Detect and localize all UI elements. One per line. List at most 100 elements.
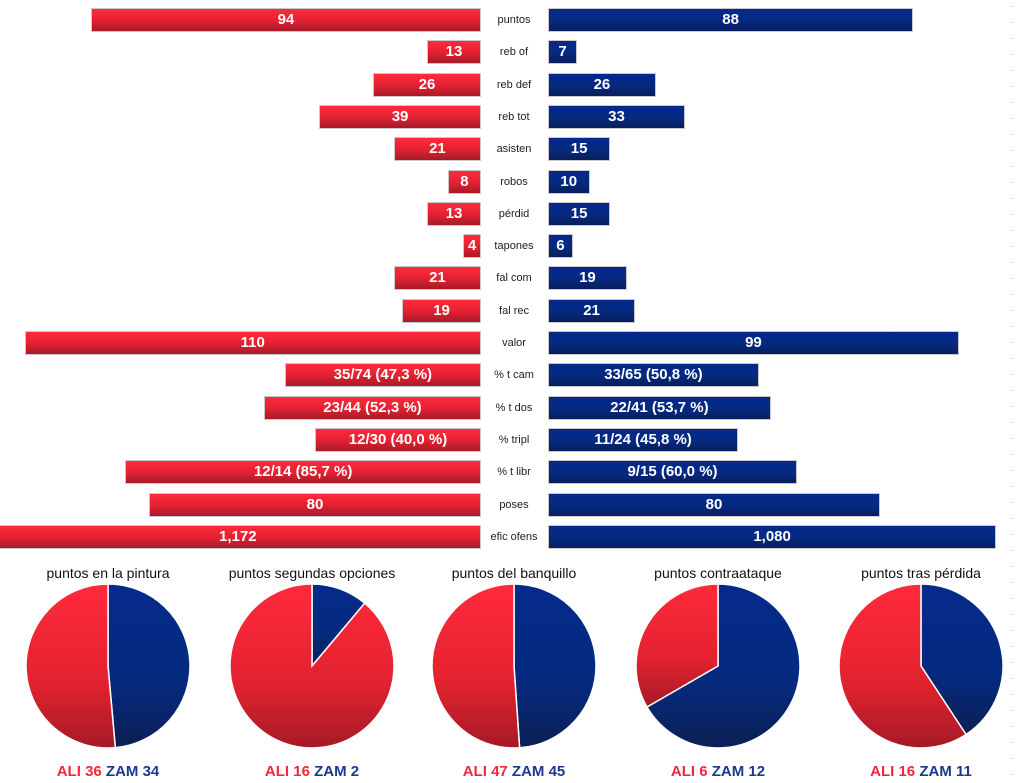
bar-ali: 21 (393, 137, 481, 162)
bar-ali: 94 (90, 8, 481, 32)
bar-zam: 88 (548, 8, 914, 32)
category-label: pérdid (498, 207, 530, 220)
bar-row: 8 robos 10 (0, 169, 1024, 196)
category-label: asisten (496, 143, 532, 156)
bar-zam: 33/65 (50,8 %) (548, 363, 759, 388)
pie-legend: ALI 16 ZAM 2 (212, 763, 412, 780)
pie-chart: puntos contraataque ALI 6 ZAM 12 (618, 560, 818, 783)
tick-mark (1010, 262, 1013, 263)
legend-zam-name: ZAM (919, 763, 952, 780)
tick-mark (1010, 102, 1013, 103)
tick-mark (1010, 278, 1013, 279)
pie-chart: puntos segundas opciones ALI 16 ZAM 2 (212, 560, 412, 783)
legend-ali-name: ALI (56, 763, 81, 780)
pie-svg (636, 584, 800, 748)
pie-title: puntos segundas opciones (228, 565, 396, 581)
tick-mark (1010, 198, 1013, 199)
tick-mark (1010, 118, 1013, 119)
category-label: % tripl (498, 433, 530, 446)
tick-mark (1010, 86, 1013, 87)
tick-mark (1010, 694, 1013, 695)
pie-chart: puntos del banquillo ALI 47 ZAM 45 (414, 560, 614, 783)
bar-row: 23/44 (52,3 %) % t dos 22/41 (53,7 %) (0, 395, 1024, 422)
bar-ali: 8 (447, 169, 481, 194)
tick-mark (1010, 726, 1013, 727)
pie-slice-ali (839, 584, 968, 748)
tick-mark (1010, 550, 1013, 551)
bar-zam: 6 (548, 234, 573, 259)
tick-mark (1010, 182, 1013, 183)
bar-zam: 1,080 (548, 524, 997, 549)
tick-mark (1010, 502, 1013, 503)
tick-mark (1010, 774, 1013, 775)
legend-ali-value: 16 (293, 763, 310, 780)
bar-ali: 26 (373, 72, 481, 97)
bar-zam: 11/24 (45,8 %) (548, 427, 739, 452)
pie-slice-zam (645, 584, 800, 748)
category-label: reb tot (498, 110, 530, 123)
tick-mark (1010, 662, 1013, 663)
bar-row: 13 pérdid 15 (0, 201, 1024, 228)
bar-ali: 13 (427, 40, 481, 65)
legend-ali-name: ALI (264, 763, 290, 780)
bar-row: 12/14 (85,7 %) % t libr 9/15 (60,0 %) (0, 460, 1024, 486)
right-tick-marks (1010, 0, 1014, 783)
pie-title: puntos tras pérdida (861, 565, 981, 581)
legend-zam-name: ZAM (314, 763, 347, 780)
tick-mark (1010, 294, 1013, 295)
pie-chart: puntos en la pintura ALI 36 ZAM 34 (8, 560, 208, 783)
pie-title: puntos en la pintura (46, 565, 170, 581)
bar-row: 110 valor 99 (0, 331, 1024, 357)
pie-svg (26, 584, 190, 748)
bar-ali: 39 (319, 104, 481, 129)
legend-ali-value: 16 (898, 763, 916, 780)
legend-zam-name: ZAM (511, 763, 545, 780)
bar-ali: 12/14 (85,7 %) (125, 460, 481, 485)
tick-mark (1010, 486, 1013, 487)
tick-mark (1010, 70, 1013, 71)
tick-mark (1010, 646, 1013, 647)
legend-ali-value: 36 (85, 763, 102, 780)
tick-mark (1010, 390, 1013, 391)
pie-title: puntos del banquillo (451, 565, 577, 581)
bar-zam: 15 (548, 137, 611, 162)
tick-mark (1010, 342, 1013, 343)
bar-zam: 7 (548, 40, 578, 65)
bar-row: 21 fal com 19 (0, 266, 1024, 292)
tick-mark (1010, 582, 1013, 583)
bar-row: 39 reb tot 33 (0, 104, 1024, 131)
tick-mark (1010, 470, 1013, 471)
category-label: fal com (496, 272, 532, 285)
tick-mark (1010, 6, 1013, 7)
bar-row: 12/30 (40,0 %) % tripl 11/24 (45,8 %) (0, 427, 1024, 454)
bar-row: 4 tapones 6 (0, 234, 1024, 260)
pie-chart: puntos tras pérdida ALI 16 ZAM 11 (821, 560, 1021, 783)
bar-zam: 99 (548, 331, 959, 355)
legend-ali-name: ALI (670, 763, 696, 780)
tick-mark (1010, 406, 1013, 407)
tick-mark (1010, 518, 1013, 519)
category-label: efic ofens (490, 530, 538, 543)
tick-mark (1010, 758, 1013, 759)
pie-legend: ALI 16 ZAM 11 (821, 763, 1021, 780)
pie-svg (839, 584, 1003, 748)
pie-legend: ALI 36 ZAM 34 (8, 763, 208, 780)
pie-svg (432, 584, 596, 748)
category-label: % t libr (497, 466, 531, 479)
category-label: % t cam (494, 369, 534, 382)
tick-mark (1010, 614, 1013, 615)
bar-zam: 21 (548, 298, 636, 323)
tick-mark (1010, 742, 1013, 743)
legend-ali-value: 6 (699, 763, 708, 780)
category-label: fal rec (499, 304, 529, 317)
tick-mark (1010, 710, 1013, 711)
pie-slice-ali (636, 584, 719, 709)
bar-ali: 12/30 (40,0 %) (315, 427, 481, 452)
pie-slice-ali (432, 584, 521, 748)
legend-zam-value: 45 (548, 763, 566, 780)
pie-legend: ALI 6 ZAM 12 (618, 763, 818, 780)
bar-ali: 23/44 (52,3 %) (263, 395, 481, 420)
bar-ali: 4 (463, 234, 481, 259)
legend-ali-name: ALI (870, 763, 895, 780)
bar-zam: 10 (548, 169, 590, 194)
